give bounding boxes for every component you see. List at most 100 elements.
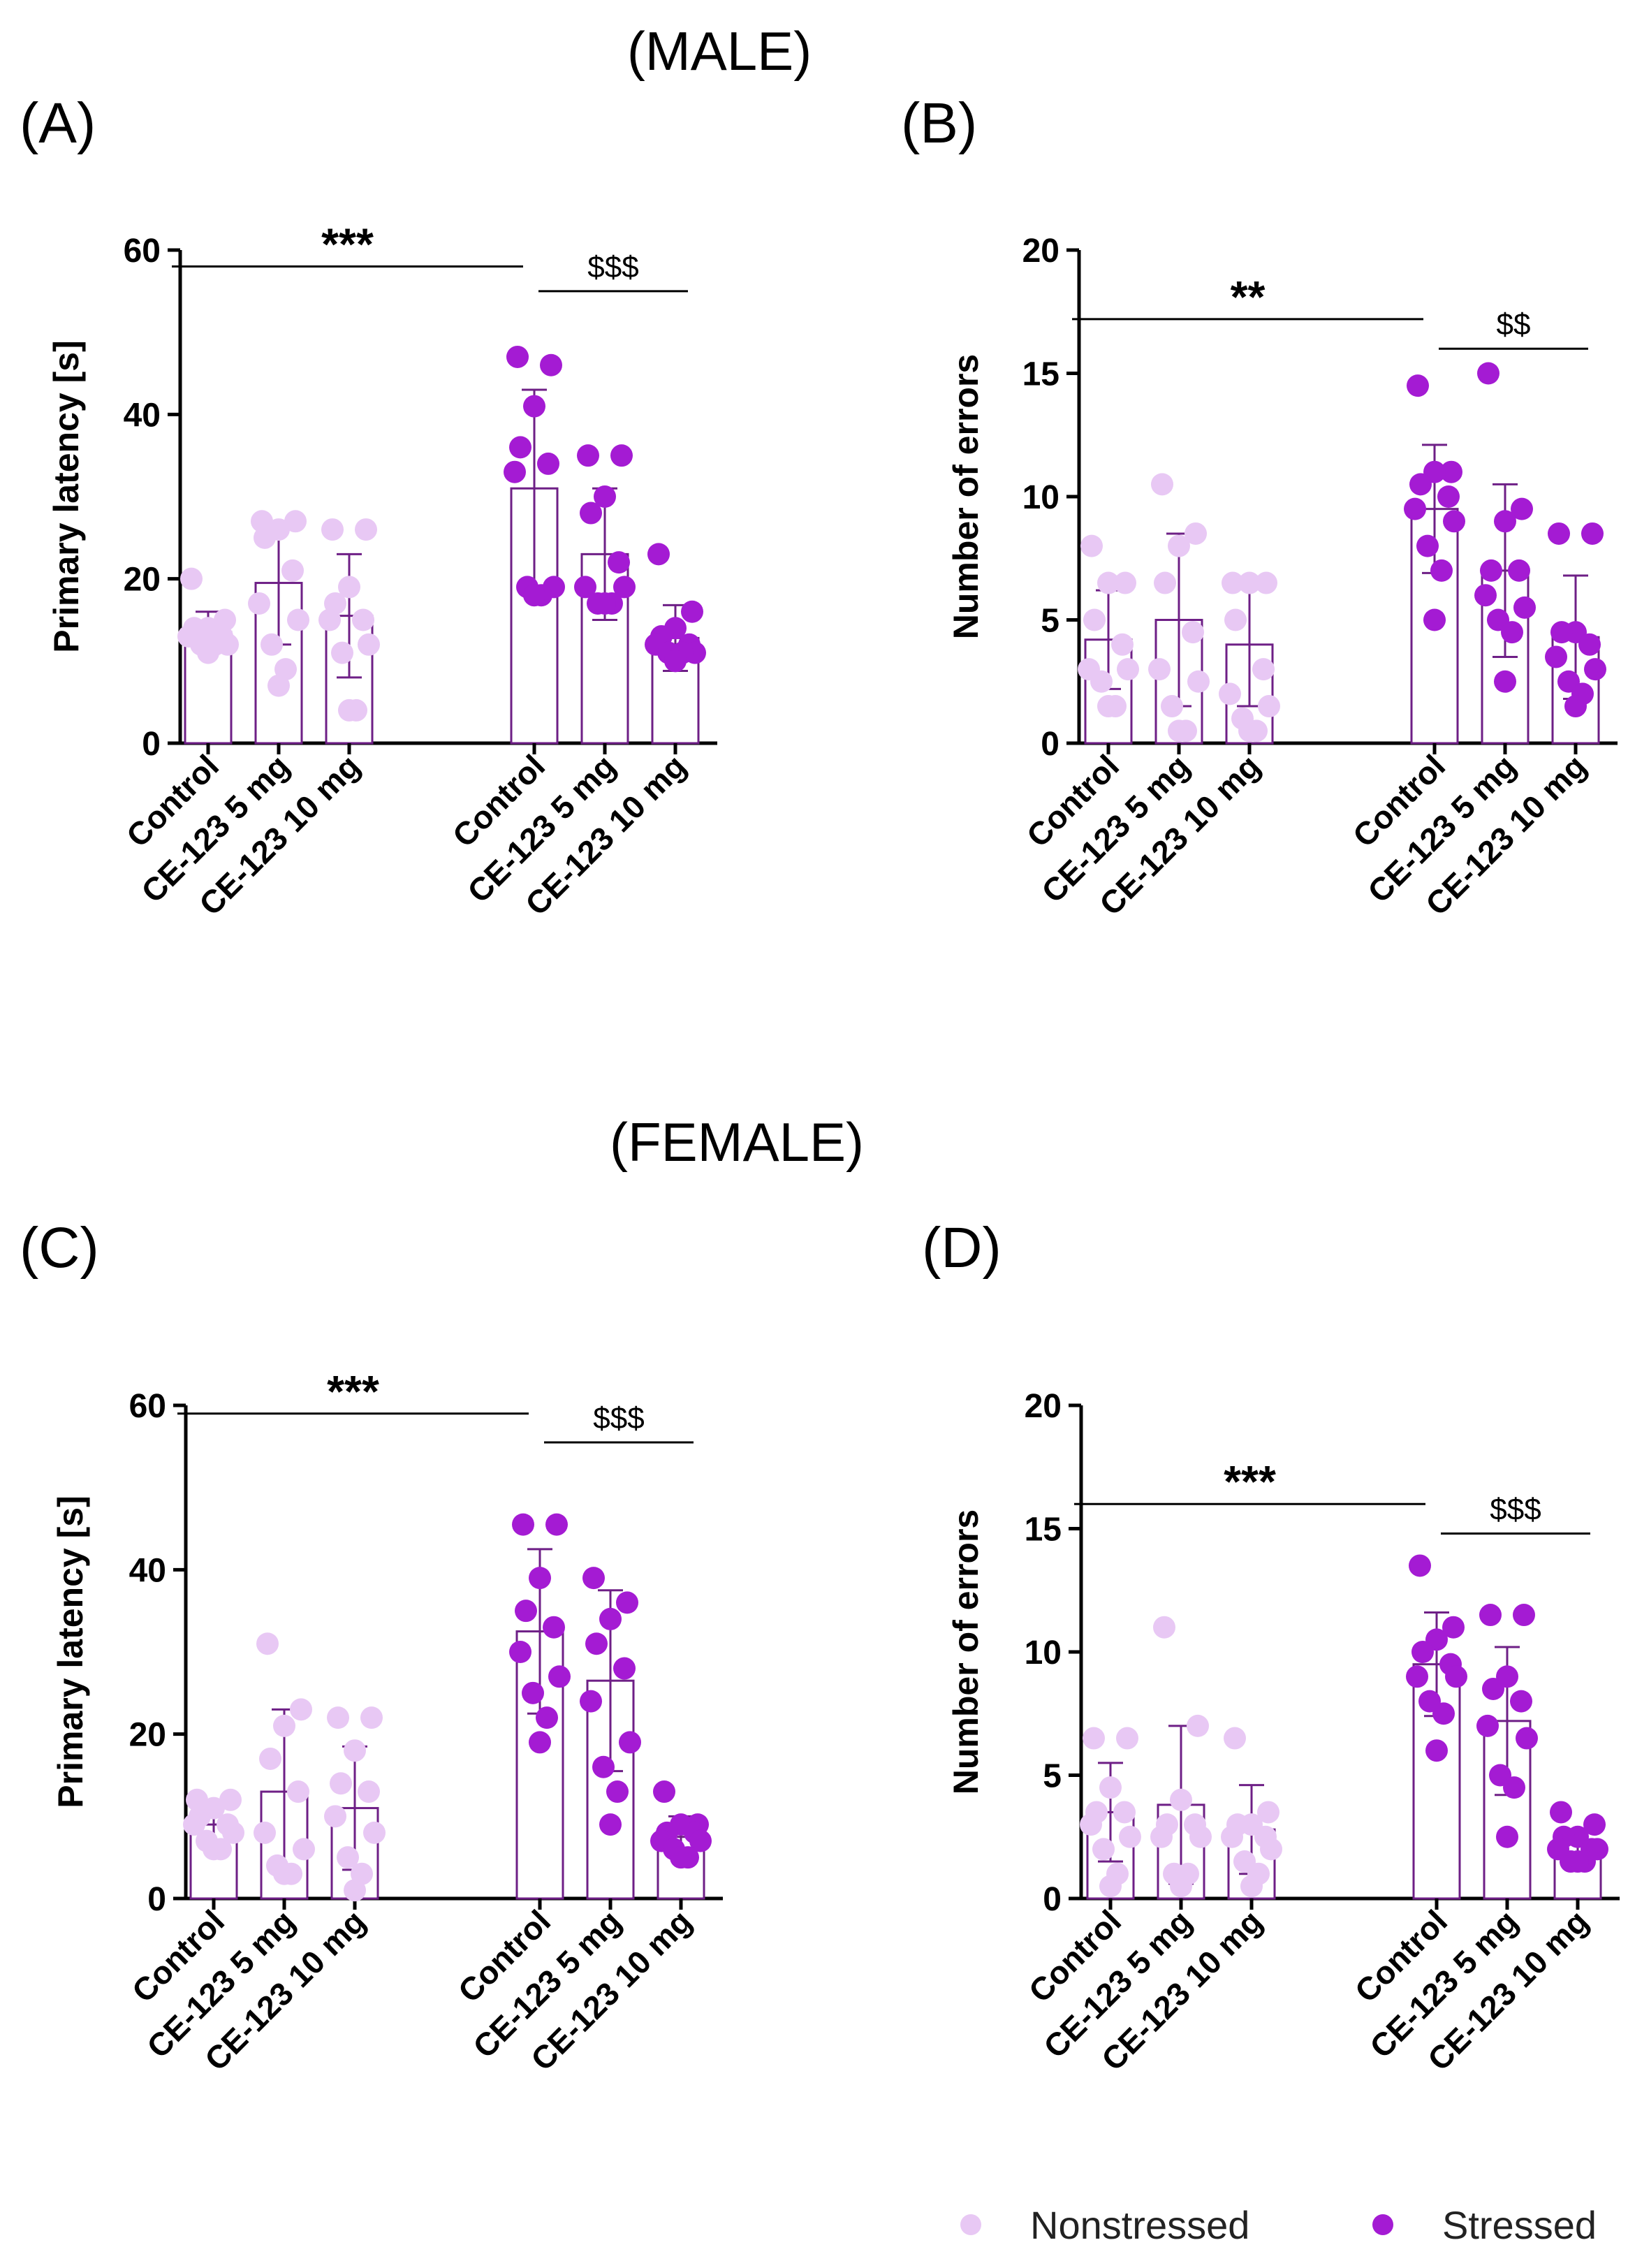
legend: Nonstressed Stressed xyxy=(960,2193,1617,2256)
data-point xyxy=(338,576,360,599)
data-point xyxy=(1432,1702,1455,1725)
data-point xyxy=(1510,1690,1532,1713)
data-point xyxy=(1080,1813,1102,1836)
data-point xyxy=(1083,1727,1105,1750)
data-point xyxy=(509,1641,531,1663)
data-point xyxy=(197,641,219,664)
data-point xyxy=(273,1714,295,1737)
data-point xyxy=(540,353,562,376)
data-point xyxy=(509,436,531,459)
data-point xyxy=(1406,1665,1428,1688)
data-point xyxy=(1501,621,1523,644)
data-point xyxy=(1260,1838,1282,1861)
data-point xyxy=(1581,522,1604,545)
data-point xyxy=(1116,1727,1138,1750)
data-point xyxy=(1407,374,1429,397)
y-tick-label: 15 xyxy=(1022,356,1059,393)
data-point xyxy=(1154,571,1176,594)
data-point xyxy=(1425,1739,1448,1762)
data-point xyxy=(1170,1875,1192,1898)
data-point xyxy=(1494,510,1516,533)
significance-label: $$$ xyxy=(587,250,638,284)
data-point xyxy=(1258,695,1280,718)
data-point xyxy=(1257,1801,1279,1824)
y-tick-label: 20 xyxy=(1025,1388,1062,1425)
legend-marker-stressed xyxy=(1372,2214,1393,2235)
data-point xyxy=(1584,658,1606,681)
significance-label: ** xyxy=(1231,272,1266,322)
data-point xyxy=(1150,1825,1173,1848)
data-point xyxy=(1182,621,1204,644)
data-point xyxy=(327,1706,349,1729)
y-tick-label: 0 xyxy=(1041,726,1059,763)
data-point xyxy=(1119,1825,1141,1848)
data-point xyxy=(330,1772,352,1795)
data-point xyxy=(1479,1604,1502,1627)
female-section-title: (FEMALE) xyxy=(609,1111,865,1173)
data-point xyxy=(1430,559,1453,582)
data-point xyxy=(358,1780,380,1804)
data-point xyxy=(616,1591,638,1614)
data-point xyxy=(1099,1875,1122,1898)
data-point xyxy=(613,1657,636,1680)
data-point xyxy=(318,608,341,631)
data-point xyxy=(512,1513,534,1536)
data-point xyxy=(1255,571,1277,594)
data-point xyxy=(273,1862,295,1885)
data-point xyxy=(1117,658,1139,681)
data-point xyxy=(248,592,270,615)
significance-label: *** xyxy=(321,219,374,270)
data-point xyxy=(360,1706,383,1729)
data-point xyxy=(1114,571,1136,594)
data-point xyxy=(1508,559,1530,582)
data-point xyxy=(543,1616,565,1639)
data-point xyxy=(580,1690,602,1713)
data-point xyxy=(1513,1604,1535,1627)
data-point xyxy=(506,345,529,368)
data-point xyxy=(287,1780,309,1804)
data-point xyxy=(1238,571,1261,594)
data-point xyxy=(1511,497,1533,520)
data-point xyxy=(355,518,377,541)
data-point xyxy=(529,1731,551,1754)
data-point xyxy=(548,1665,571,1688)
y-tick-label: 20 xyxy=(1022,233,1059,270)
y-axis-label: Primary latency [s] xyxy=(47,340,86,652)
data-point xyxy=(1148,658,1171,681)
data-point xyxy=(1224,608,1247,631)
data-point xyxy=(1238,719,1261,742)
data-point xyxy=(647,543,670,566)
data-point xyxy=(1151,473,1173,496)
data-point xyxy=(1443,510,1465,533)
data-point xyxy=(592,1755,615,1778)
data-point xyxy=(1496,1825,1518,1848)
data-point xyxy=(1252,658,1275,681)
data-point xyxy=(1545,645,1567,668)
data-point xyxy=(267,674,290,697)
data-point xyxy=(337,1846,359,1869)
significance-label: $$$ xyxy=(1490,1493,1541,1527)
data-point xyxy=(1411,1641,1434,1663)
data-point xyxy=(1161,695,1183,718)
data-point xyxy=(523,395,545,418)
data-point xyxy=(293,1838,315,1861)
data-point xyxy=(321,518,344,541)
data-point xyxy=(222,1821,244,1844)
data-point xyxy=(689,1829,712,1852)
data-point xyxy=(256,1632,279,1655)
data-point xyxy=(219,1788,242,1811)
data-point xyxy=(599,1813,622,1836)
legend-marker-nonstressed xyxy=(960,2214,981,2235)
data-point xyxy=(1080,534,1103,557)
data-point xyxy=(1440,460,1462,483)
data-point xyxy=(1550,621,1573,644)
data-point xyxy=(1409,473,1432,496)
data-point xyxy=(1187,670,1210,693)
data-point xyxy=(1097,571,1120,594)
data-point xyxy=(1219,682,1241,705)
data-point xyxy=(580,502,602,525)
